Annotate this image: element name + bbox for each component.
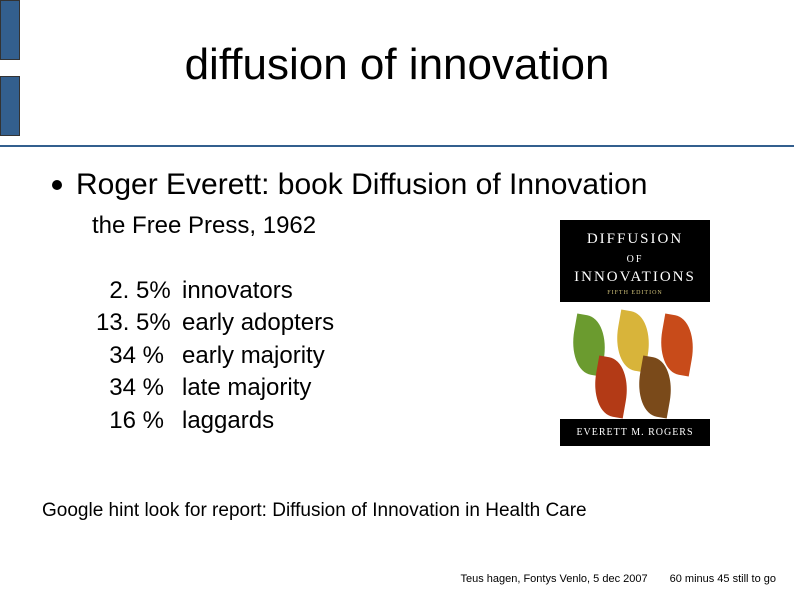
- pct-cell: 2. 5%: [96, 275, 182, 307]
- book-leaves: [560, 302, 710, 419]
- book-title-line1: DIFFUSION: [587, 231, 683, 247]
- footer-credit: Teus hagen, Fontys Venlo, 5 dec 2007: [460, 573, 647, 585]
- diffusion-table: 2. 5%innovators13. 5%early adopters34 %e…: [96, 275, 334, 437]
- bullet-subtext: the Free Press, 1962: [92, 212, 316, 240]
- pct-cell: 34 %: [96, 340, 182, 372]
- horizontal-rule: [0, 145, 794, 147]
- bullet-icon: [52, 180, 62, 190]
- label-cell: innovators: [182, 275, 293, 307]
- table-row: 34 %late majority: [96, 372, 334, 404]
- slide-title: diffusion of innovation: [0, 40, 794, 90]
- bullet-row: Roger Everett: book Diffusion of Innovat…: [52, 168, 647, 202]
- table-row: 16 %laggards: [96, 405, 334, 437]
- label-cell: late majority: [182, 372, 311, 404]
- pct-cell: 13. 5%: [96, 307, 182, 339]
- book-cover: DIFFUSION OF INNOVATIONS FIFTH EDITION E…: [560, 220, 710, 446]
- book-author: EVERETT M. ROGERS: [560, 419, 710, 446]
- table-row: 13. 5%early adopters: [96, 307, 334, 339]
- book-title: DIFFUSION OF INNOVATIONS: [560, 220, 710, 290]
- footer-counter: 60 minus 45 still to go: [670, 573, 776, 585]
- hint-text: Google hint look for report: Diffusion o…: [42, 500, 587, 522]
- pct-cell: 34 %: [96, 372, 182, 404]
- book-subtitle: FIFTH EDITION: [560, 290, 710, 296]
- bullet-text: Roger Everett: book Diffusion of Innovat…: [76, 168, 647, 202]
- book-title-line2: INNOVATIONS: [574, 269, 696, 285]
- table-row: 2. 5%innovators: [96, 275, 334, 307]
- table-row: 34 %early majority: [96, 340, 334, 372]
- footer: Teus hagen, Fontys Venlo, 5 dec 2007 60 …: [460, 573, 776, 585]
- label-cell: laggards: [182, 405, 274, 437]
- label-cell: early adopters: [182, 307, 334, 339]
- label-cell: early majority: [182, 340, 325, 372]
- pct-cell: 16 %: [96, 405, 182, 437]
- book-title-of: OF: [627, 254, 644, 265]
